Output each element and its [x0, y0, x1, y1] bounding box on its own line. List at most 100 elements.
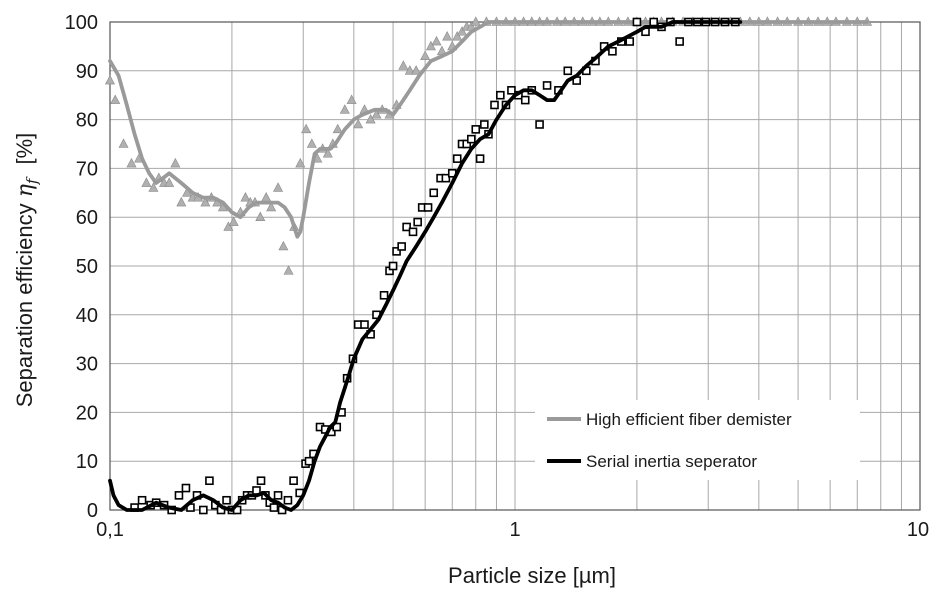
data-point-square: [490, 100, 499, 110]
data-point-square: [392, 247, 401, 256]
data-point-triangle: [398, 60, 409, 70]
data-point-triangle: [371, 109, 382, 119]
data-point-square: [413, 217, 422, 227]
y-tick-label: 30: [76, 354, 98, 376]
data-point-triangle: [365, 113, 376, 124]
series-layer: [105, 16, 873, 515]
data-point-triangle: [431, 35, 442, 46]
trend-line-inertia-separator: [108, 20, 743, 512]
data-point-triangle: [278, 240, 289, 251]
data-point-triangle: [255, 211, 266, 221]
y-tick-label: 20: [76, 402, 98, 424]
data-point-square: [289, 476, 298, 486]
data-point-square: [429, 188, 439, 198]
data-point-square: [507, 86, 516, 95]
data-point-triangle: [110, 94, 121, 104]
data-point-square: [360, 320, 369, 329]
y-tick-label: 100: [65, 12, 98, 34]
y-tick-label: 60: [76, 207, 98, 229]
x-axis-title: Particle size [µm]: [448, 563, 616, 588]
data-point-triangle: [283, 265, 294, 275]
data-point-triangle: [141, 177, 152, 187]
y-axis-title-subscript: f: [23, 176, 41, 185]
data-point-triangle: [425, 40, 436, 51]
y-tick-label: 70: [76, 158, 98, 180]
data-point-square: [402, 222, 411, 232]
data-point-triangle: [470, 16, 481, 26]
y-axis-title: Separation efficiency ηf [%]: [12, 133, 41, 408]
data-point-triangle: [339, 104, 350, 114]
x-tick-label: 10: [907, 519, 929, 541]
data-point-triangle: [176, 196, 187, 207]
data-point-square: [174, 491, 184, 500]
data-point-triangle: [118, 138, 129, 148]
data-point-triangle: [295, 157, 306, 168]
data-point-square: [480, 120, 489, 129]
data-point-square: [397, 242, 406, 251]
data-point-square: [388, 261, 398, 271]
data-point-triangle: [457, 26, 468, 36]
data-point-triangle: [442, 30, 453, 41]
legend-label-fiber-demister: High efficient fiber demister: [586, 410, 792, 429]
y-tick-label: 40: [76, 305, 98, 327]
data-point-square: [181, 483, 191, 493]
y-tick-labels: 0 10 20 30 40 50 60 70 80 90 100: [65, 12, 98, 522]
data-point-square: [304, 456, 314, 466]
data-point-triangle: [420, 50, 431, 60]
data-point-square: [441, 173, 451, 183]
x-tick-labels: 0,1 1 10: [96, 519, 929, 541]
data-point-square: [423, 203, 433, 212]
data-point-triangle: [223, 221, 234, 231]
data-point-square: [496, 90, 505, 100]
data-point-square: [222, 495, 231, 505]
y-axis-title-symbol: η: [13, 184, 38, 197]
data-point-square: [466, 134, 476, 144]
data-point-square: [408, 227, 418, 237]
data-point-square: [137, 495, 147, 505]
legend-label-inertia-separator: Serial inertia seperator: [586, 452, 757, 471]
data-point-square: [471, 125, 481, 134]
data-point-square: [452, 154, 462, 163]
legend: High efficient fiber demister Serial ine…: [535, 400, 860, 480]
data-point-triangle: [452, 30, 463, 41]
series-inertia-separator: [108, 17, 743, 515]
y-axis-title-unit: [%]: [12, 133, 37, 165]
data-point-square: [535, 120, 544, 129]
data-point-square: [379, 290, 389, 300]
data-point-square: [608, 46, 617, 56]
y-tick-label: 80: [76, 110, 98, 132]
data-point-square: [283, 495, 293, 505]
data-point-triangle: [306, 138, 317, 148]
x-tick-label: 0,1: [96, 519, 124, 541]
data-point-triangle: [148, 182, 159, 192]
data-point-triangle: [105, 74, 115, 85]
y-tick-label: 90: [76, 61, 98, 83]
data-point-triangle: [332, 123, 343, 134]
data-point-triangle: [164, 177, 175, 187]
y-axis-title-main: Separation efficiency: [12, 197, 37, 407]
data-point-triangle: [411, 65, 422, 75]
data-point-triangle: [126, 157, 137, 168]
data-point-triangle: [301, 123, 312, 134]
data-point-square: [205, 476, 214, 486]
data-point-triangle: [170, 157, 181, 168]
y-tick-label: 0: [87, 500, 98, 522]
data-point-triangle: [322, 148, 333, 158]
legend-box: [535, 400, 860, 480]
data-point-square: [625, 37, 635, 46]
data-point-square: [462, 139, 472, 149]
data-point-triangle: [266, 201, 277, 212]
data-point-triangle: [404, 65, 415, 75]
data-point-square: [542, 81, 552, 90]
data-point-square: [475, 154, 485, 163]
data-point-square: [332, 422, 342, 432]
data-point-triangle: [228, 216, 239, 226]
data-point-square: [273, 491, 283, 500]
y-tick-label: 50: [76, 256, 98, 278]
data-point-square: [199, 505, 208, 515]
data-point-square: [563, 66, 573, 76]
data-point-square: [675, 37, 684, 46]
data-point-square: [520, 95, 530, 105]
y-tick-label: 10: [76, 451, 98, 473]
